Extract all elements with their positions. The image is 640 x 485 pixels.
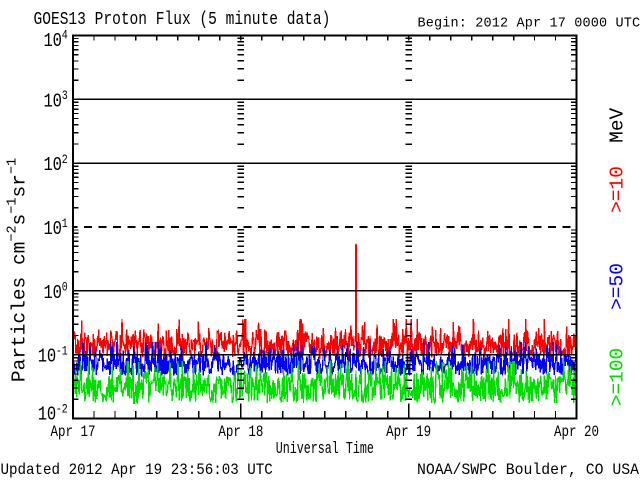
svg-text:Apr 17: Apr 17 <box>50 424 95 442</box>
svg-text:Apr 19: Apr 19 <box>386 424 431 442</box>
svg-text:Particles cm−2s−1sr−1: Particles cm−2s−1sr−1 <box>6 158 31 382</box>
svg-text:Apr 20: Apr 20 <box>554 424 599 442</box>
svg-text:>=50: >=50 <box>607 263 629 310</box>
svg-text:Updated 2012 Apr 19 23:56:03 U: Updated 2012 Apr 19 23:56:03 UTC <box>1 462 273 479</box>
svg-text:NOAA/SWPC Boulder, CO USA: NOAA/SWPC Boulder, CO USA <box>417 461 640 480</box>
svg-text:Apr 18: Apr 18 <box>218 424 263 442</box>
svg-text:MeV: MeV <box>607 107 629 142</box>
svg-text:Begin: 2012 Apr 17 0000 UTC: Begin: 2012 Apr 17 0000 UTC <box>418 16 640 31</box>
svg-text:>=10: >=10 <box>607 166 629 213</box>
svg-text:>=100: >=100 <box>607 348 629 407</box>
svg-text:GOES13 Proton Flux (5 minute d: GOES13 Proton Flux (5 minute data) <box>34 9 331 30</box>
svg-text:Universal Time: Universal Time <box>276 441 374 459</box>
